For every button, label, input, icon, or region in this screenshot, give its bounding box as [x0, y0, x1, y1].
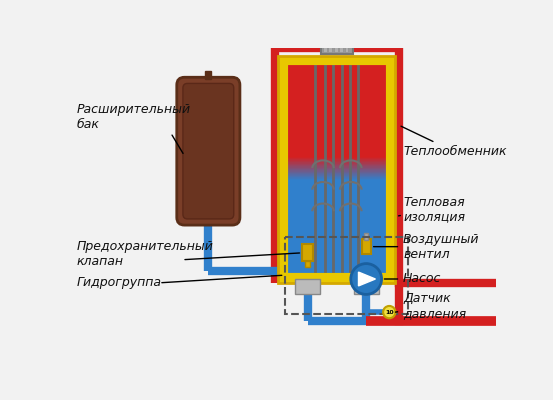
Bar: [286, 156, 388, 158]
Bar: [286, 178, 388, 180]
Text: Предохранительный
клапан: Предохранительный клапан: [77, 240, 213, 268]
Bar: [302, 244, 313, 261]
Text: ТЭН: ТЭН: [0, 399, 1, 400]
FancyBboxPatch shape: [177, 77, 240, 225]
Bar: [364, 233, 368, 240]
Bar: [286, 158, 388, 159]
Text: Датчик
давления: Датчик давления: [395, 292, 466, 320]
Bar: [286, 171, 388, 172]
Bar: [286, 63, 388, 156]
Bar: [286, 179, 388, 180]
Bar: [286, 173, 388, 174]
Bar: [305, 261, 310, 267]
Bar: [286, 165, 388, 166]
Bar: [286, 166, 388, 167]
Bar: [286, 172, 388, 173]
Bar: [278, 56, 395, 283]
Text: Гидрогруппа: Гидрогруппа: [77, 276, 161, 289]
Bar: [334, 33, 338, 52]
Text: 10: 10: [385, 310, 394, 315]
Bar: [286, 162, 388, 163]
Bar: [286, 161, 388, 162]
Bar: [286, 177, 388, 178]
Bar: [286, 180, 388, 275]
Bar: [286, 162, 388, 163]
Bar: [286, 169, 388, 170]
Bar: [286, 165, 388, 166]
Bar: [205, 71, 211, 79]
Bar: [286, 176, 388, 177]
Bar: [286, 169, 388, 170]
Bar: [286, 160, 388, 161]
Bar: [286, 163, 388, 164]
Text: Теплообменник: Теплообменник: [401, 126, 507, 158]
Text: Расширительный
бак: Расширительный бак: [77, 103, 191, 131]
Bar: [285, 237, 408, 314]
Bar: [354, 279, 378, 294]
Circle shape: [351, 264, 382, 294]
Bar: [362, 239, 371, 254]
Bar: [328, 33, 332, 52]
Bar: [286, 174, 388, 175]
Polygon shape: [358, 272, 375, 286]
Circle shape: [383, 306, 395, 318]
Bar: [295, 279, 320, 294]
Bar: [286, 175, 388, 176]
Bar: [339, 33, 343, 52]
Bar: [286, 173, 388, 174]
Bar: [286, 166, 388, 167]
Bar: [286, 170, 388, 171]
Bar: [321, 31, 353, 54]
Bar: [286, 164, 388, 165]
Bar: [286, 170, 388, 171]
Bar: [286, 63, 388, 275]
Bar: [286, 159, 388, 160]
Bar: [286, 161, 388, 162]
Bar: [286, 178, 388, 179]
Bar: [286, 168, 388, 169]
Bar: [345, 33, 348, 52]
FancyBboxPatch shape: [183, 84, 234, 219]
Bar: [286, 174, 388, 176]
Bar: [286, 177, 388, 178]
Text: Насос: Насос: [384, 272, 441, 286]
Bar: [323, 33, 327, 52]
Bar: [286, 158, 388, 159]
Bar: [286, 157, 388, 158]
Text: Воздушный
вентил: Воздушный вентил: [374, 233, 479, 261]
Text: Тепловая
изоляция: Тепловая изоляция: [399, 196, 465, 224]
Bar: [286, 167, 388, 168]
